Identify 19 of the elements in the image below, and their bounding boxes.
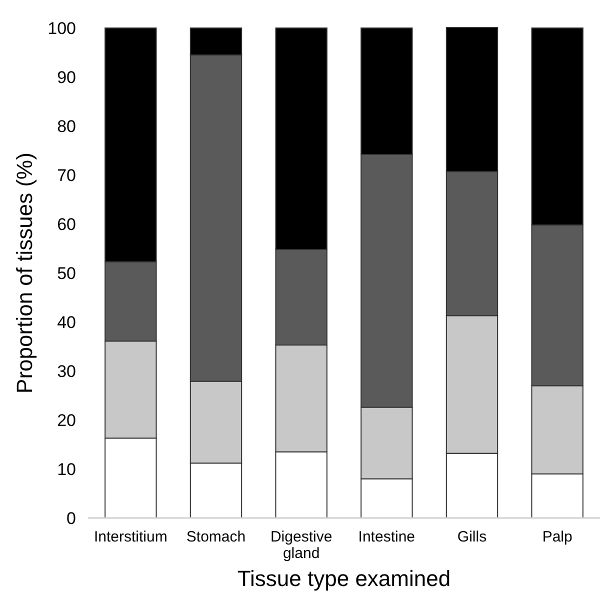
y-tick-label: 60	[57, 214, 76, 234]
x-tick-label: Digestive gland	[270, 528, 332, 562]
y-tick-label: 80	[57, 116, 76, 136]
x-tick-label: Stomach	[186, 528, 246, 546]
x-tick-label: Gills	[457, 528, 487, 546]
y-tick-label: 90	[57, 68, 76, 87]
y-tick-label: 20	[57, 410, 76, 430]
y-tick-label: 40	[57, 312, 76, 332]
y-tick-label: 70	[57, 166, 76, 185]
x-tick-label: Palp	[542, 528, 572, 546]
y-tick-label: 100	[48, 18, 76, 38]
x-tick-label: Intestine	[358, 528, 416, 546]
y-tick-label: 0	[66, 508, 76, 528]
y-tick-label: 30	[57, 362, 76, 381]
x-tick-label: Interstitium	[94, 528, 168, 546]
y-axis-title: Proportion of tissues (%)	[12, 152, 37, 394]
x-axis-title: Tissue type examined	[237, 566, 451, 591]
y-tick-label: 10	[57, 460, 76, 479]
y-tick-label: 50	[57, 264, 76, 283]
